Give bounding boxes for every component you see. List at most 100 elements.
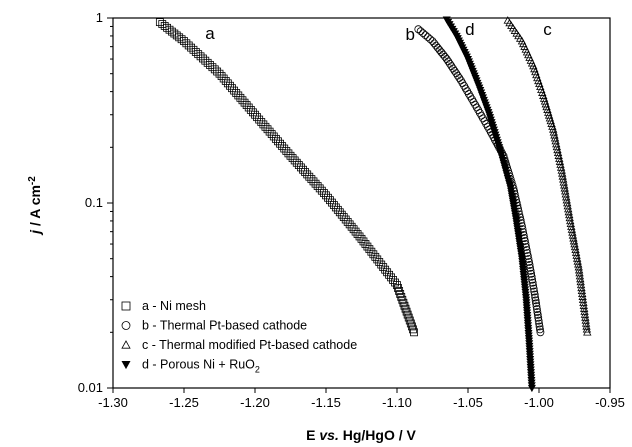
data-point: [301, 168, 310, 176]
y-axis-title: j / A cm-2: [27, 176, 43, 236]
data-point: [288, 154, 297, 163]
data-point: [556, 163, 566, 171]
data-point: [536, 328, 545, 337]
data-point: [528, 275, 537, 284]
data-point: [530, 290, 539, 299]
y-tick-label: 0.1: [85, 195, 103, 210]
data-point: [359, 237, 368, 246]
data-point: [244, 103, 253, 112]
data-point: [541, 99, 550, 108]
data-point: [263, 125, 272, 134]
x-tick-label: -1.30: [98, 395, 128, 410]
data-point: [238, 96, 247, 105]
data-point: [566, 216, 575, 225]
data-point: [423, 33, 432, 42]
data-point: [369, 250, 378, 259]
data-point: [554, 151, 563, 159]
data-point: [552, 142, 562, 151]
data-point: [329, 201, 338, 209]
data-point: [398, 295, 407, 304]
legend-entry-d: d - Porous Ni + RuO2: [142, 358, 260, 375]
legend-marker-a: [121, 301, 131, 311]
data-point: [226, 81, 234, 90]
data-point: [566, 219, 575, 228]
data-point: [560, 180, 569, 189]
data-point: [324, 193, 332, 202]
data-point: [551, 136, 560, 145]
data-point: [249, 108, 257, 117]
data-point: [553, 148, 563, 157]
data-point: [558, 169, 567, 177]
data-point: [567, 222, 576, 230]
data-point: [535, 322, 544, 331]
data-point: [221, 77, 230, 85]
data-point: [575, 268, 584, 277]
data-point: [236, 93, 245, 102]
data-point: [557, 166, 566, 174]
data-point: [544, 108, 553, 116]
data-point: [363, 242, 372, 251]
data-point: [228, 84, 236, 93]
data-point: [292, 158, 301, 167]
series-label-d: d: [465, 20, 474, 39]
data-point: [529, 61, 538, 70]
data-point: [381, 265, 390, 274]
data-point: [331, 203, 340, 212]
data-point: [546, 116, 555, 125]
data-point: [535, 319, 544, 328]
data-point: [573, 257, 582, 265]
data-point: [217, 72, 226, 81]
data-point: [428, 37, 437, 46]
y-tick-label: 1: [96, 10, 103, 25]
data-point: [357, 234, 366, 243]
series-label-b: b: [406, 25, 415, 44]
data-point: [455, 74, 464, 82]
data-point: [570, 239, 579, 248]
data-point: [234, 91, 243, 100]
data-point: [530, 287, 539, 296]
data-point: [578, 292, 587, 300]
data-point: [396, 290, 405, 298]
data-point: [367, 247, 376, 256]
legend: a - Ni mesh b - Thermal Pt-based cathode c…: [121, 299, 357, 375]
data-point: [371, 252, 380, 261]
data-point: [555, 154, 564, 162]
data-point: [421, 31, 430, 40]
data-point: [555, 157, 565, 165]
data-point: [562, 192, 571, 201]
legend-marker-d: [121, 360, 131, 370]
data-point: [399, 298, 408, 307]
legend-entry-c: c - Thermal modified Pt-based cathode: [142, 338, 357, 352]
data-point: [223, 79, 232, 88]
data-point: [259, 120, 268, 129]
data-point: [255, 115, 264, 124]
data-point: [286, 151, 295, 160]
data-point: [549, 125, 558, 133]
data-point: [537, 85, 546, 93]
data-point: [534, 313, 543, 322]
data-point: [271, 134, 280, 143]
data-point: [540, 97, 550, 105]
data-point: [581, 319, 591, 327]
data-point: [553, 145, 562, 154]
data-point: [361, 240, 370, 248]
data-point: [290, 156, 299, 165]
data-point: [315, 184, 324, 193]
y-axis-title-j: j: [27, 229, 43, 236]
data-point: [303, 170, 312, 179]
data-point: [533, 73, 542, 82]
data-point: [452, 69, 461, 78]
data-point: [563, 198, 572, 207]
legend-entry-a: a - Ni mesh: [142, 299, 206, 313]
data-point: [568, 231, 578, 239]
x-tick-label: -0.95: [595, 395, 625, 410]
data-point: [397, 292, 406, 301]
data-point: [387, 273, 395, 282]
data-point: [580, 310, 590, 318]
x-tick-label: -1.05: [453, 395, 483, 410]
data-point: [203, 58, 212, 67]
data-point: [230, 86, 239, 95]
data-point: [583, 327, 592, 336]
data-point: [426, 35, 435, 44]
data-point: [529, 284, 538, 293]
